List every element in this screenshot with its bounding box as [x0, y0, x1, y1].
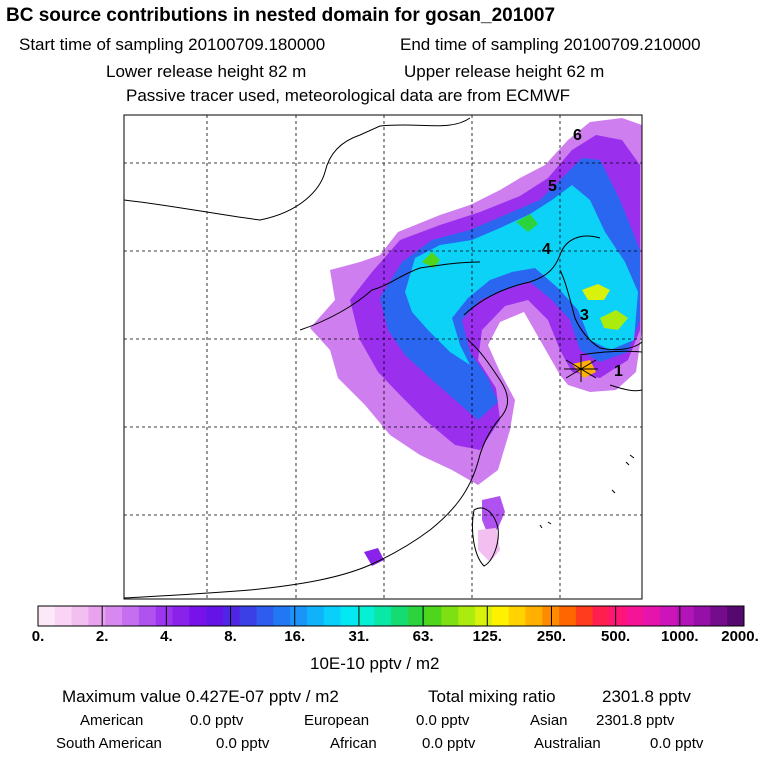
region-value-american: 0.0 pptv	[190, 712, 244, 729]
colorbar	[37, 605, 745, 627]
colorbar-tick-label: 31.	[348, 628, 370, 645]
colorbar-swatch	[592, 606, 610, 626]
region-name-south-american: South American	[56, 735, 162, 752]
colorbar-swatch	[374, 606, 392, 626]
colorbar-swatch	[659, 606, 678, 626]
colorbar-swatch	[475, 606, 493, 626]
colorbar-tick-label: 2000.	[721, 628, 759, 645]
colorbar-swatch	[542, 606, 560, 626]
lower-release-height: Lower release height 82 m	[106, 62, 307, 81]
plume-yellow-2	[600, 310, 628, 330]
colorbar-swatch	[559, 606, 577, 626]
plume-green	[422, 252, 440, 268]
colorbar-swatch	[54, 606, 72, 626]
region-value-african: 0.0 pptv	[422, 735, 476, 752]
upper-release-height: Upper release height 62 m	[404, 62, 605, 81]
max-value: Maximum value 0.427E-07 pptv / m2	[62, 687, 339, 706]
colorbar-swatch	[727, 606, 745, 626]
plume-patch-west	[364, 548, 384, 566]
region-name-american: American	[80, 712, 144, 729]
trajectory-label-3: 3	[580, 307, 589, 324]
end-time: End time of sampling 20100709.210000	[400, 35, 701, 54]
colorbar-tick-label: 16.	[284, 628, 306, 645]
colorbar-swatch	[676, 606, 694, 626]
colorbar-swatch	[88, 606, 106, 626]
release-site-marker	[564, 356, 598, 382]
colorbar-swatch	[626, 606, 644, 626]
map-frame	[123, 114, 643, 600]
colorbar-swatch	[256, 606, 274, 626]
colorbar-swatch	[189, 606, 207, 626]
colorbar-tick-label: 4.	[160, 628, 173, 645]
colorbar-swatch	[458, 606, 476, 626]
total-mixing-label: Total mixing ratio	[428, 687, 556, 706]
colorbar-swatch	[441, 606, 459, 626]
colorbar-swatch	[38, 606, 56, 626]
trajectory-label-1: 1	[614, 363, 623, 380]
lat-lon-grid	[124, 115, 642, 599]
start-time: Start time of sampling 20100709.180000	[19, 35, 326, 54]
colorbar-swatch	[122, 606, 140, 626]
region-value-asian: 2301.8 pptv	[596, 712, 675, 729]
total-mixing-value: 2301.8 pptv	[602, 687, 691, 706]
colorbar-swatch	[290, 606, 308, 626]
plume-yellow	[582, 284, 610, 300]
colorbar-tick-label: 250.	[536, 628, 567, 645]
plume-cyan	[405, 185, 638, 365]
colorbar-swatch	[222, 606, 241, 626]
trajectory-label-6: 6	[573, 127, 582, 144]
colorbar-swatch	[508, 606, 526, 626]
colorbar-swatch	[138, 606, 156, 626]
colorbar-swatch	[407, 606, 425, 626]
colorbar-swatch	[643, 606, 661, 626]
plot-title: BC source contributions in nested domain…	[6, 5, 556, 26]
colorbar-swatch	[306, 606, 325, 626]
colorbar-tick-label: 0.	[31, 628, 45, 645]
colorbar-swatch	[323, 606, 341, 626]
colorbar-swatch	[525, 606, 543, 626]
colorbar-tick-label: 1000.	[661, 628, 699, 645]
colorbar-swatch	[575, 606, 594, 626]
region-value-south-american: 0.0 pptv	[216, 735, 270, 752]
region-name-european: European	[304, 712, 370, 729]
colorbar-swatch	[693, 606, 711, 626]
colorbar-swatch	[391, 606, 409, 626]
colorbar-swatch	[71, 606, 89, 626]
colorbar-swatch	[239, 606, 257, 626]
colorbar-swatch	[357, 606, 375, 626]
region-name-asian: Asian	[530, 712, 568, 729]
colorbar-swatch	[710, 606, 728, 626]
colorbar-frame	[37, 605, 745, 627]
region-value-australian: 0.0 pptv	[650, 735, 704, 752]
colorbar-swatch	[340, 606, 358, 626]
colorbar-swatch	[273, 606, 291, 626]
colorbar-tick-label: 63.	[412, 628, 434, 645]
colorbar-tick-label: 8.	[224, 628, 237, 645]
trajectory-label-4: 4	[542, 241, 551, 258]
colorbar-swatch	[172, 606, 190, 626]
colorbar-tick-label: 2.	[95, 628, 109, 645]
trajectory-labels: 1 3 4 5 6	[542, 127, 623, 380]
colorbar-swatch	[424, 606, 442, 626]
colorbar-swatch	[491, 606, 509, 626]
colorbar-tick-label: 500.	[601, 628, 631, 645]
coastlines	[124, 117, 642, 599]
tracer-note: Passive tracer used, meteorological data…	[126, 86, 571, 105]
region-name-african: African	[330, 735, 377, 752]
colorbar-tick-label: 125.	[472, 628, 502, 645]
region-name-australian: Australian	[534, 735, 601, 752]
colorbar-swatch	[155, 606, 173, 626]
plume-green-2	[516, 214, 538, 232]
colorbar-swatch	[105, 606, 123, 626]
colorbar-units: 10E-10 pptv / m2	[310, 654, 440, 673]
region-value-european: 0.0 pptv	[416, 712, 470, 729]
colorbar-swatch	[609, 606, 627, 626]
colorbar-swatch	[206, 606, 224, 626]
trajectory-label-5: 5	[548, 178, 557, 195]
